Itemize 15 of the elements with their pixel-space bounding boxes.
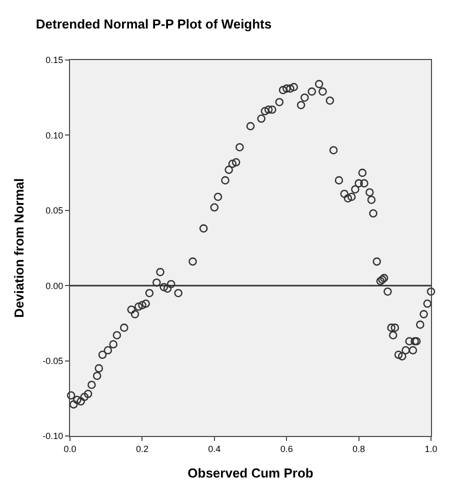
x-tick-label: 0.4 xyxy=(208,444,221,454)
y-tick-label: 0.05 xyxy=(46,206,64,216)
y-tick-label: 0.15 xyxy=(46,55,64,66)
x-tick-label: 1.0 xyxy=(424,444,438,454)
y-tick-label: 0.10 xyxy=(46,130,64,140)
x-axis-title: Observed Cum Prob xyxy=(188,465,314,480)
y-axis-title: Deviation from Normal xyxy=(12,178,27,318)
x-tick-label: 0.8 xyxy=(352,444,366,454)
chart-title: Detrended Normal P-P Plot of Weights xyxy=(36,16,272,32)
y-tick-label: -0.05 xyxy=(42,356,64,366)
y-tick-label: -0.10 xyxy=(42,431,64,442)
x-tick-label: 0.6 xyxy=(280,444,293,454)
x-tick-label: 0.2 xyxy=(136,444,148,454)
y-tick-label: 0.00 xyxy=(46,280,64,291)
x-tick-label: 0.0 xyxy=(64,444,76,454)
